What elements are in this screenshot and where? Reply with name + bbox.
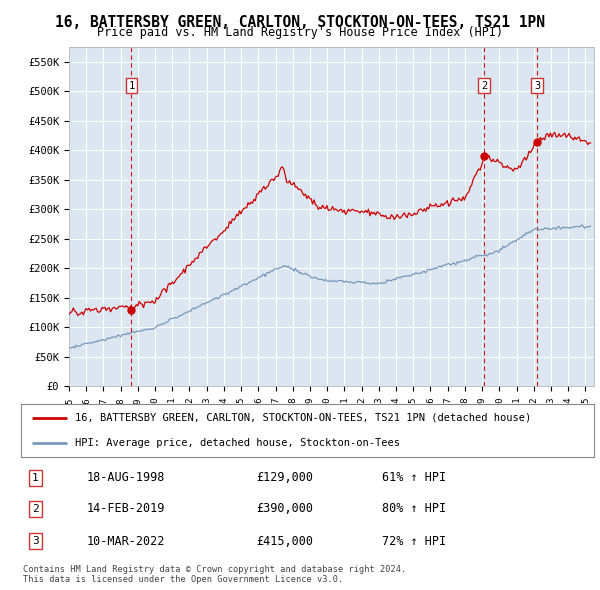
Text: 3: 3 [534, 81, 540, 90]
Text: Contains HM Land Registry data © Crown copyright and database right 2024.: Contains HM Land Registry data © Crown c… [23, 565, 406, 574]
Text: 2: 2 [32, 504, 39, 514]
Text: 72% ↑ HPI: 72% ↑ HPI [382, 535, 446, 548]
Text: This data is licensed under the Open Government Licence v3.0.: This data is licensed under the Open Gov… [23, 575, 343, 584]
Text: 3: 3 [32, 536, 39, 546]
Text: 14-FEB-2019: 14-FEB-2019 [87, 502, 165, 516]
Text: 80% ↑ HPI: 80% ↑ HPI [382, 502, 446, 516]
Text: 1: 1 [128, 81, 134, 90]
Text: 16, BATTERSBY GREEN, CARLTON, STOCKTON-ON-TEES, TS21 1PN: 16, BATTERSBY GREEN, CARLTON, STOCKTON-O… [55, 15, 545, 30]
Text: £415,000: £415,000 [256, 535, 313, 548]
Text: £129,000: £129,000 [256, 471, 313, 484]
Text: 10-MAR-2022: 10-MAR-2022 [87, 535, 165, 548]
Text: 16, BATTERSBY GREEN, CARLTON, STOCKTON-ON-TEES, TS21 1PN (detached house): 16, BATTERSBY GREEN, CARLTON, STOCKTON-O… [76, 413, 532, 423]
Text: 2: 2 [481, 81, 487, 90]
Text: 1: 1 [32, 473, 39, 483]
Text: 61% ↑ HPI: 61% ↑ HPI [382, 471, 446, 484]
Text: 18-AUG-1998: 18-AUG-1998 [87, 471, 165, 484]
Text: £390,000: £390,000 [256, 502, 313, 516]
Text: Price paid vs. HM Land Registry's House Price Index (HPI): Price paid vs. HM Land Registry's House … [97, 26, 503, 39]
Text: HPI: Average price, detached house, Stockton-on-Tees: HPI: Average price, detached house, Stoc… [76, 438, 400, 448]
